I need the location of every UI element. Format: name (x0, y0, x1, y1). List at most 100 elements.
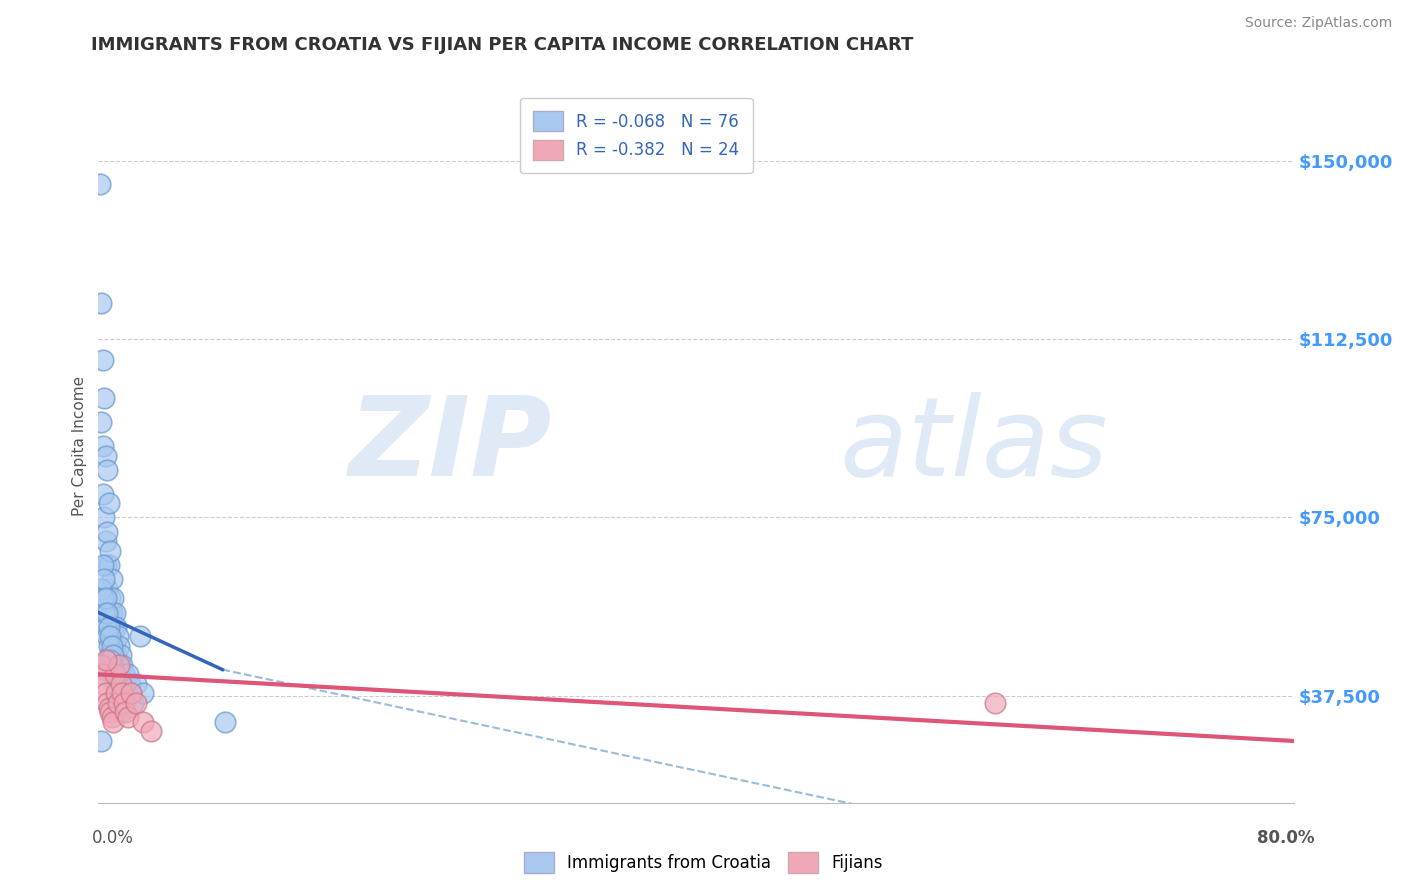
Point (111, 657, 134, 672)
Point (110, 677, 132, 691)
Point (108, 700, 131, 714)
Point (96, 629, 118, 643)
Point (96, 463, 118, 477)
Point (112, 696, 135, 710)
Point (93, 606, 115, 620)
Point (97, 558, 120, 572)
Text: 0.0%: 0.0% (91, 829, 134, 847)
Point (91, 591, 114, 606)
Point (110, 706, 132, 720)
Point (97, 606, 120, 620)
Point (115, 686, 138, 700)
Point (91, 486, 114, 500)
Point (103, 620, 125, 634)
Point (114, 706, 136, 720)
Text: 80.0%: 80.0% (1257, 829, 1315, 847)
Legend: R = -0.068   N = 76, R = -0.382   N = 24: R = -0.068 N = 76, R = -0.382 N = 24 (520, 97, 752, 173)
Point (101, 572, 124, 586)
Point (117, 667, 139, 681)
Point (984, 696, 1007, 710)
Point (108, 639, 131, 653)
Point (125, 677, 148, 691)
Point (97, 620, 120, 634)
Y-axis label: Per Capita Income: Per Capita Income (72, 376, 87, 516)
Point (93, 572, 115, 586)
Point (110, 677, 132, 691)
Point (96, 696, 118, 710)
Point (94, 686, 117, 700)
Point (103, 667, 125, 681)
Point (93, 677, 115, 691)
Point (101, 639, 124, 653)
Text: atlas: atlas (839, 392, 1108, 500)
Point (104, 606, 127, 620)
Point (132, 686, 155, 700)
Point (94, 558, 117, 572)
Point (129, 629, 152, 643)
Point (98, 591, 122, 606)
Point (117, 710, 139, 724)
Point (107, 629, 129, 643)
Point (91, 439, 114, 453)
Point (94, 534, 117, 549)
Point (139, 724, 162, 739)
Point (98, 706, 122, 720)
Point (132, 714, 155, 729)
Point (98, 543, 122, 558)
Point (104, 639, 127, 653)
Point (105, 686, 128, 700)
Point (93, 392, 115, 406)
Point (96, 606, 118, 620)
Point (120, 686, 142, 700)
Point (125, 696, 148, 710)
Point (101, 657, 124, 672)
Text: IMMIGRANTS FROM CROATIA VS FIJIAN PER CAPITA INCOME CORRELATION CHART: IMMIGRANTS FROM CROATIA VS FIJIAN PER CA… (91, 36, 914, 54)
Point (114, 677, 136, 691)
Point (94, 653, 117, 667)
Point (93, 510, 115, 524)
Point (104, 677, 127, 691)
Point (98, 648, 122, 663)
Point (103, 591, 125, 606)
Point (111, 686, 134, 700)
Point (118, 677, 141, 691)
Point (96, 582, 118, 596)
Point (112, 667, 135, 681)
Point (96, 524, 118, 539)
Text: Source: ZipAtlas.com: Source: ZipAtlas.com (1244, 16, 1392, 29)
Point (91, 667, 114, 681)
Point (94, 591, 117, 606)
Point (97, 496, 120, 510)
Point (110, 648, 132, 663)
Point (98, 653, 122, 667)
Point (105, 677, 128, 691)
Point (105, 620, 128, 634)
Point (105, 648, 128, 663)
Point (90, 415, 112, 429)
Point (94, 449, 117, 463)
Point (108, 667, 131, 681)
Point (90, 657, 112, 672)
Point (90, 734, 112, 748)
Point (107, 696, 129, 710)
Point (103, 648, 125, 663)
Point (107, 657, 129, 672)
Point (91, 353, 114, 368)
Point (98, 629, 122, 643)
Point (104, 667, 127, 681)
Point (107, 696, 129, 710)
Point (97, 700, 120, 714)
Point (111, 686, 134, 700)
Point (97, 639, 120, 653)
Point (108, 657, 131, 672)
Point (90, 296, 112, 310)
Point (94, 663, 117, 677)
Point (94, 620, 117, 634)
Point (121, 696, 143, 710)
Text: ZIP: ZIP (349, 392, 553, 500)
Point (101, 606, 124, 620)
Point (105, 686, 128, 700)
Point (89, 178, 111, 192)
Legend: Immigrants from Croatia, Fijians: Immigrants from Croatia, Fijians (517, 846, 889, 880)
Point (91, 558, 114, 572)
